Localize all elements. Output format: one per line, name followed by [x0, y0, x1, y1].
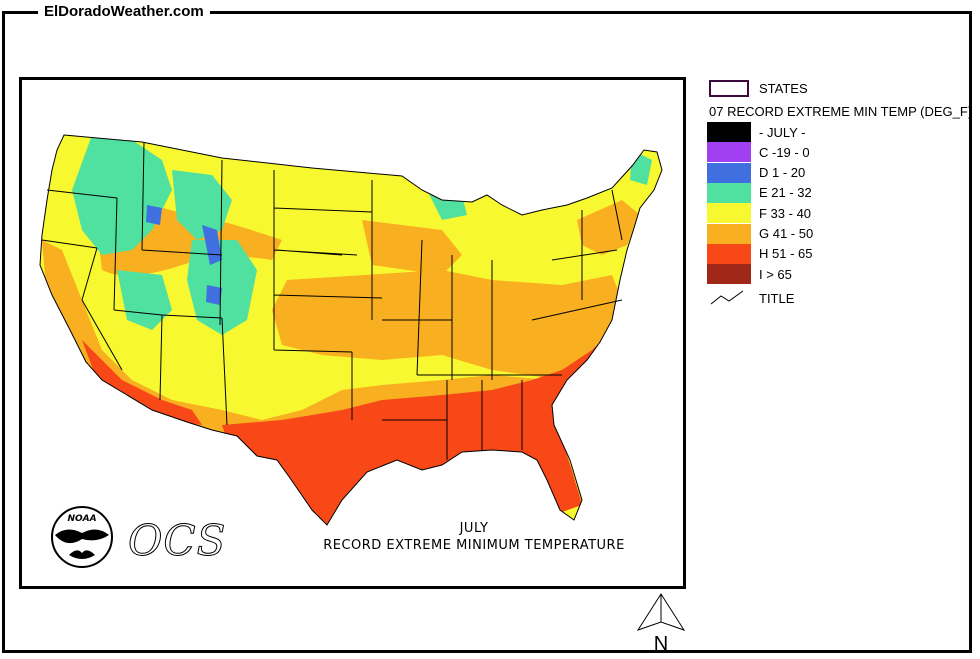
- legend-class-row[interactable]: D 1 - 20: [707, 162, 806, 183]
- legend-class-row[interactable]: C -19 - 0: [707, 142, 810, 163]
- zone-e-northwest: [72, 135, 172, 255]
- legend-states-label: STATES: [759, 80, 808, 96]
- legend-class-row[interactable]: F 33 - 40: [707, 203, 812, 224]
- legend-swatch: [707, 142, 751, 163]
- north-arrow-icon: N: [636, 593, 686, 655]
- caption-month: JULY: [459, 521, 489, 536]
- legend-swatch: [707, 243, 751, 264]
- zone-g-northeast: [577, 200, 640, 255]
- legend-swatch: [707, 162, 751, 183]
- legend-class-label: I > 65: [759, 266, 792, 282]
- legend-class-row[interactable]: G 41 - 50: [707, 223, 814, 244]
- noaa-logo-text: NOAA: [67, 514, 96, 524]
- zone-d-idaho: [146, 205, 162, 225]
- legend-class-label: F 33 - 40: [759, 205, 812, 221]
- legend-class-label: E 21 - 32: [759, 185, 812, 201]
- zone-h-southwest: [82, 340, 202, 425]
- site-title[interactable]: ElDoradoWeather.com: [38, 3, 210, 21]
- zone-e-montana: [172, 170, 232, 240]
- legend-swatch: [707, 122, 751, 142]
- legend-swatch: [707, 203, 751, 224]
- map-legend: STATES 07 RECORD EXTREME MIN TEMP (DEG_F…: [707, 78, 980, 318]
- legend-class-row[interactable]: E 21 - 32: [707, 182, 812, 203]
- legend-class-label: H 51 - 65: [759, 246, 813, 262]
- noaa-seagull-icon: NOAA: [51, 506, 113, 568]
- legend-class-label: D 1 - 20: [759, 165, 806, 181]
- legend-class-label: - JULY -: [759, 124, 806, 140]
- legend-layer-title: 07 RECORD EXTREME MIN TEMP (DEG_F): [709, 104, 973, 119]
- legend-swatch: [707, 223, 751, 244]
- us-temperature-map: [39, 134, 663, 526]
- state-boundaries: [39, 134, 663, 526]
- legend-class-row[interactable]: I > 65: [707, 264, 792, 285]
- noaa-logo: NOAA: [47, 505, 117, 574]
- north-arrow: N: [634, 592, 688, 659]
- legend-title-row[interactable]: TITLE: [707, 288, 794, 308]
- legend-states-row[interactable]: STATES: [707, 78, 808, 98]
- ocs-logo-text: OCS: [127, 516, 227, 566]
- states-outline-swatch: [709, 79, 749, 97]
- outer-frame: [2, 11, 972, 653]
- legend-class-row[interactable]: H 51 - 65: [707, 243, 813, 264]
- zone-g-great-lakes: [362, 220, 462, 275]
- map-frame: NOAA OCS JULY RECORD EXTREME MINIMUM TEM…: [19, 77, 686, 589]
- legend-title-label: TITLE: [759, 290, 795, 306]
- zone-e-rockies: [187, 240, 257, 335]
- legend-class-label: G 41 - 50: [759, 226, 814, 241]
- legend-swatch: [707, 182, 751, 203]
- map-caption: JULY RECORD EXTREME MINIMUM TEMPERATURE: [314, 520, 634, 554]
- north-label: N: [654, 633, 668, 654]
- zone-d-colorado: [206, 285, 222, 305]
- caption-title: RECORD EXTREME MINIMUM TEMPERATURE: [323, 538, 625, 553]
- legend-class-row[interactable]: - JULY -: [707, 122, 805, 142]
- legend-swatch: [707, 264, 751, 285]
- legend-class-label: C -19 - 0: [759, 144, 810, 160]
- temperature-zones: [40, 135, 662, 525]
- title-line-icon: [710, 290, 744, 305]
- zone-h-gulf-coast: [222, 335, 612, 525]
